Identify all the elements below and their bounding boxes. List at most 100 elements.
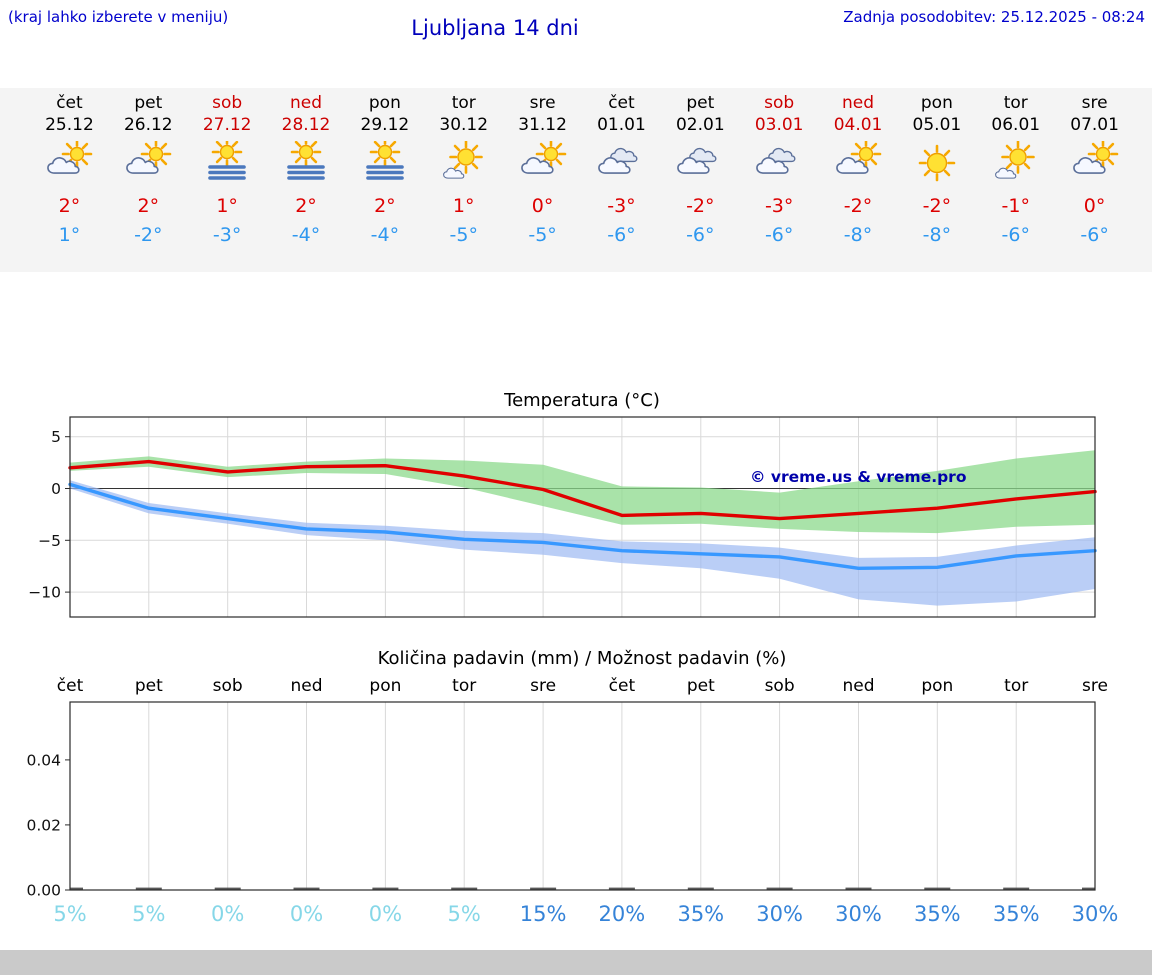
precip-probability: 0% xyxy=(289,902,324,926)
precip-day-label: tor xyxy=(452,676,477,696)
forecast-day: čet 25.12 2° 1° xyxy=(30,88,109,272)
precip-probability: 15% xyxy=(519,902,567,926)
svg-text:0.02: 0.02 xyxy=(26,816,61,834)
day-high-temp: 1° xyxy=(216,195,238,217)
precip-day-label: pon xyxy=(921,676,954,696)
day-low-temp: -8° xyxy=(922,224,952,246)
day-name: čet xyxy=(608,93,635,113)
precip-day-label: sob xyxy=(764,676,795,696)
forecast-day: sre 31.12 0° -5° xyxy=(503,88,582,272)
precip-probability: 30% xyxy=(835,902,882,926)
day-date: 04.01 xyxy=(833,115,883,135)
day-name: sob xyxy=(212,93,243,113)
day-high-temp: -2° xyxy=(843,195,873,217)
precip-probability: 0% xyxy=(368,902,403,926)
precip-day-label: pet xyxy=(134,676,163,696)
sunny-icon xyxy=(897,137,976,189)
day-low-temp: -5° xyxy=(449,224,478,246)
day-name: pon xyxy=(368,93,401,113)
precip-prob-labels: 5% 5% 0% 0% 0% 5% 15% 20% 35% 30% 30% 35% 35% 30% xyxy=(0,902,1152,932)
precip-probability: 5% xyxy=(132,902,166,926)
precip-day-label: ned xyxy=(290,676,323,696)
precip-day-label: tor xyxy=(1004,676,1029,696)
day-name: tor xyxy=(451,93,476,113)
day-high-temp: 0° xyxy=(1083,195,1106,217)
forecast-day: pon 29.12 2° -4° xyxy=(345,88,424,272)
day-date: 28.12 xyxy=(281,115,331,135)
precip-probability: 35% xyxy=(677,902,725,926)
day-name: ned xyxy=(842,93,875,113)
precip-probability: 0% xyxy=(211,902,245,926)
forecast-day: pet 26.12 2° -2° xyxy=(109,88,188,272)
precip-day-label: ned xyxy=(842,676,875,696)
day-date: 05.01 xyxy=(912,115,962,135)
day-low-temp: 1° xyxy=(58,224,81,246)
precip-day-label: pet xyxy=(686,676,715,696)
day-low-temp: -6° xyxy=(764,224,794,246)
forecast-day: tor 30.12 1° -5° xyxy=(424,88,503,272)
svg-text:0.00: 0.00 xyxy=(26,882,61,900)
forecast-day: ned 28.12 2° -4° xyxy=(267,88,346,272)
day-high-temp: 1° xyxy=(452,195,475,217)
cloudy-icon xyxy=(582,137,661,189)
fog-icon xyxy=(267,137,346,189)
day-date: 27.12 xyxy=(202,115,252,135)
svg-text:5: 5 xyxy=(51,428,61,446)
forecast-day: tor 06.01 -1° -6° xyxy=(976,88,1055,272)
day-date: 07.01 xyxy=(1070,115,1119,135)
forecast-day: čet 01.01 -3° -6° xyxy=(582,88,661,272)
day-date: 30.12 xyxy=(439,115,489,135)
day-low-temp: -8° xyxy=(843,224,873,246)
precip-probability: 30% xyxy=(756,902,803,926)
menu-hint: (kraj lahko izberete v meniju) xyxy=(8,8,229,26)
day-date: 03.01 xyxy=(754,115,804,135)
precipitation-chart-title: Količina padavin (mm) / Možnost padavin … xyxy=(377,648,787,669)
precip-day-label: sre xyxy=(1082,676,1108,696)
day-low-temp: -4° xyxy=(370,224,400,246)
day-low-temp: -2° xyxy=(134,224,163,246)
day-high-temp: 2° xyxy=(58,195,81,217)
forecast-day: pet 02.01 -2° -6° xyxy=(661,88,740,272)
day-name: pet xyxy=(686,93,715,113)
day-high-temp: 2° xyxy=(137,195,160,217)
day-date: 01.01 xyxy=(597,115,646,135)
day-high-temp: -3° xyxy=(607,195,636,217)
day-name: sob xyxy=(764,93,795,113)
forecast-day: pon 05.01 -2° -8° xyxy=(897,88,976,272)
day-high-temp: 2° xyxy=(295,195,317,217)
day-name: pon xyxy=(920,93,953,113)
forecast-day: ned 04.01 -2° -8° xyxy=(819,88,898,272)
forecast-day: sob 27.12 1° -3° xyxy=(188,88,267,272)
partly-cloudy-icon xyxy=(109,137,188,189)
svg-text:−5: −5 xyxy=(38,532,61,550)
day-high-temp: -3° xyxy=(764,195,794,217)
svg-text:0: 0 xyxy=(51,480,61,498)
last-updated: Zadnja posodobitev: 25.12.2025 - 08:24 xyxy=(843,8,1145,26)
day-date: 25.12 xyxy=(45,115,94,135)
svg-text:0.04: 0.04 xyxy=(26,751,61,769)
precip-day-label: čet xyxy=(56,676,84,696)
precip-probability: 5% xyxy=(53,902,87,926)
temperature-chart: © vreme.us & vreme.pro 5 0 −5 −10 xyxy=(0,410,1152,625)
day-name: ned xyxy=(289,93,323,113)
day-high-temp: -2° xyxy=(686,195,715,217)
day-date: 31.12 xyxy=(518,115,567,135)
forecast-row: čet 25.12 2° 1° pet 26.12 2° -2° sob 27.12 1° -3° ne… xyxy=(30,88,1134,272)
svg-text:© vreme.us & vreme.pro: © vreme.us & vreme.pro xyxy=(750,468,966,486)
day-high-temp: 2° xyxy=(374,195,396,217)
precip-probability: 35% xyxy=(992,902,1040,926)
day-low-temp: -6° xyxy=(607,224,636,246)
partly-cloudy-icon xyxy=(30,137,109,189)
day-date: 26.12 xyxy=(123,115,173,135)
day-high-temp: -1° xyxy=(1001,195,1030,217)
precipitation-chart: 0.00 0.02 0.04 xyxy=(0,700,1152,900)
precip-probability: 35% xyxy=(913,902,961,926)
precip-day-label: sob xyxy=(212,676,243,696)
bottom-bar xyxy=(0,950,1152,975)
day-low-temp: -6° xyxy=(1001,224,1030,246)
precip-probability: 5% xyxy=(447,902,481,926)
forecast-day: sre 07.01 0° -6° xyxy=(1055,88,1134,272)
cloudy-icon xyxy=(661,137,740,189)
day-high-temp: 0° xyxy=(531,195,554,217)
page-title: Ljubljana 14 dni xyxy=(411,16,579,40)
